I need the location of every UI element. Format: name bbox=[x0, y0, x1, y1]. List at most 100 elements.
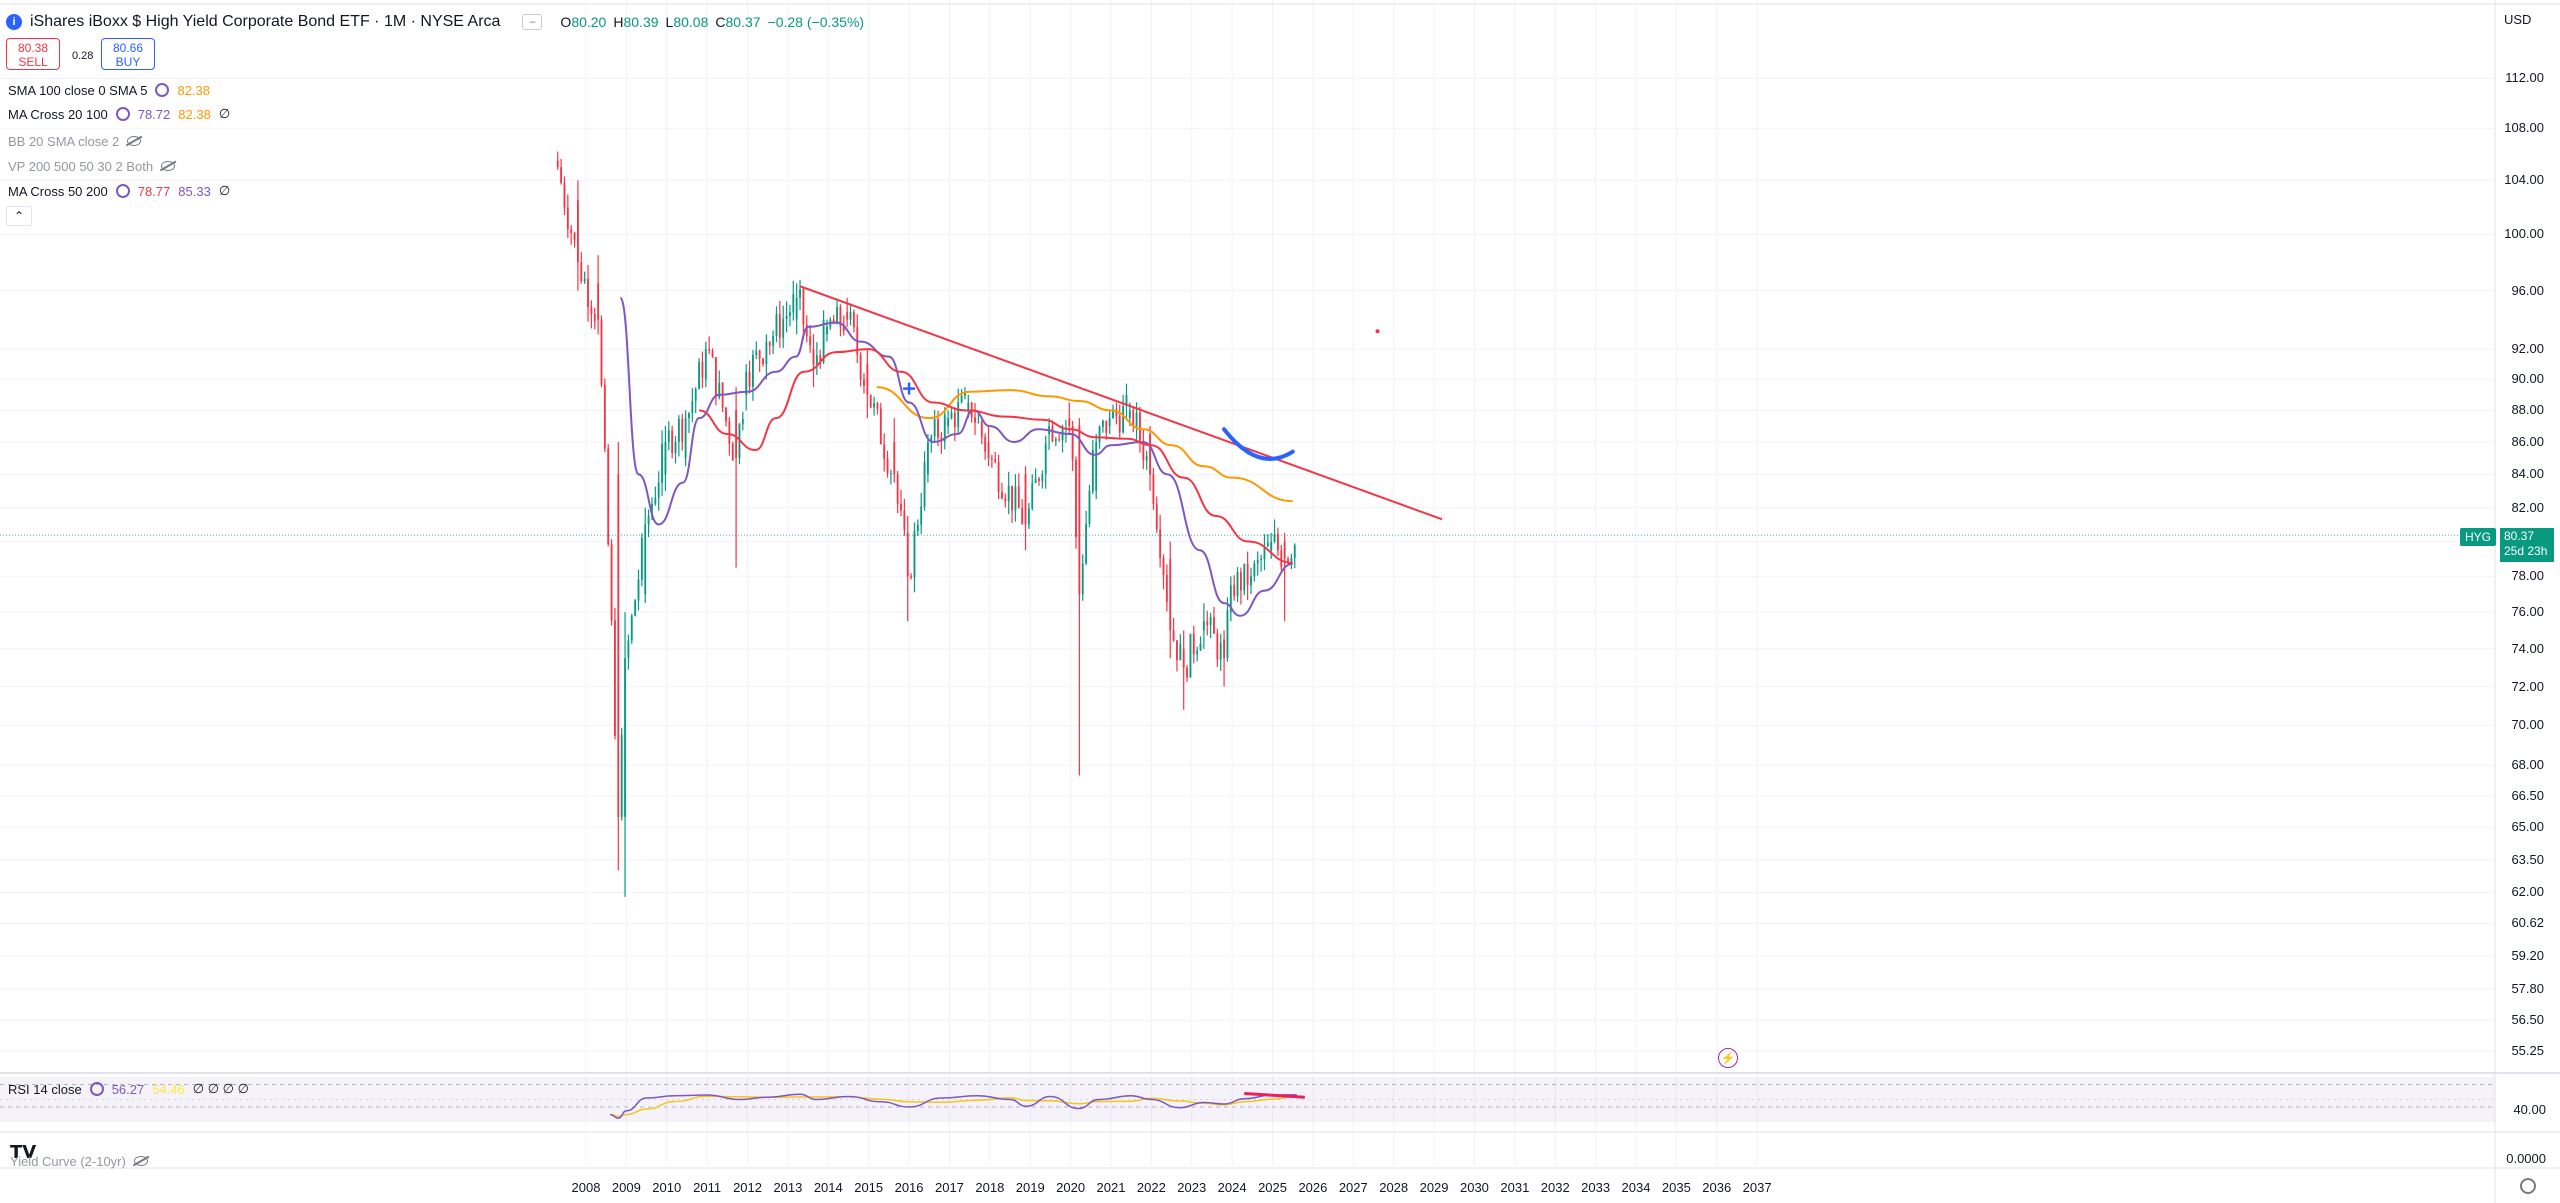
candle-body bbox=[1256, 559, 1259, 564]
collapse-indicators-button[interactable]: ⌃ bbox=[6, 206, 32, 226]
price-tick-label: 90.00 bbox=[2511, 371, 2544, 387]
ohlc-key: H bbox=[613, 14, 624, 30]
candle-body bbox=[967, 402, 970, 411]
candle-body bbox=[987, 441, 990, 459]
indicator-label[interactable]: SMA 100 close 0 SMA 5 bbox=[8, 82, 148, 98]
rsi-legend: RSI 14 close 56.27 54.46 ∅ ∅ ∅ ∅ bbox=[8, 1079, 249, 1099]
buy-price: 80.66 bbox=[112, 41, 144, 55]
candle-body bbox=[1293, 544, 1296, 558]
hidden-eye-icon[interactable] bbox=[161, 161, 176, 171]
candle-body bbox=[1155, 504, 1158, 530]
candle-body bbox=[573, 233, 576, 241]
symbol-header: i iShares iBoxx $ High Yield Corporate B… bbox=[6, 11, 864, 33]
candle-body bbox=[1229, 585, 1232, 613]
candle-body bbox=[1098, 426, 1101, 442]
candle-body bbox=[1239, 572, 1242, 591]
candle-body bbox=[1034, 478, 1037, 483]
bar-countdown: 25d 23h bbox=[2504, 544, 2548, 558]
price-tick-label: 92.00 bbox=[2511, 341, 2544, 357]
indicator-label[interactable]: VP 200 500 50 30 2 Both bbox=[8, 158, 154, 174]
rsi-extra-values: ∅ ∅ ∅ ∅ bbox=[192, 1081, 249, 1096]
candle-body bbox=[1276, 534, 1279, 551]
candle-body bbox=[698, 362, 701, 389]
price-tick-label: 59.20 bbox=[2511, 948, 2544, 964]
collapse-legend-icon[interactable]: – bbox=[522, 14, 543, 30]
candle-body bbox=[1132, 410, 1135, 427]
time-tick-label: 2015 bbox=[854, 1180, 884, 1195]
candle-body bbox=[1159, 529, 1162, 558]
candle-body bbox=[1041, 474, 1044, 481]
symbol-price-tag: HYG bbox=[2460, 528, 2496, 546]
candle-body bbox=[957, 402, 960, 428]
candle-body bbox=[691, 401, 694, 414]
candle-body bbox=[859, 354, 862, 380]
candle-body bbox=[869, 394, 872, 408]
currency-label[interactable]: USD bbox=[2504, 12, 2532, 27]
candle-body bbox=[1216, 633, 1219, 660]
symbol-logo-icon: i bbox=[6, 14, 22, 30]
indicator-row[interactable]: SMA 100 close 0 SMA 5 82.38 bbox=[8, 80, 210, 100]
candle-body bbox=[607, 448, 610, 545]
settings-icon[interactable] bbox=[115, 184, 130, 198]
price-tick-label: 96.00 bbox=[2511, 282, 2544, 298]
candle-body bbox=[1007, 485, 1010, 502]
time-tick-label: 2020 bbox=[1056, 1180, 1086, 1195]
candle-body bbox=[1149, 434, 1151, 475]
candle-body bbox=[1202, 621, 1205, 631]
candle-body bbox=[1038, 478, 1040, 481]
ohlc-value: 80.08 bbox=[673, 14, 709, 30]
candle-body bbox=[1250, 576, 1252, 586]
sell-button[interactable]: 80.38 SELL bbox=[6, 38, 60, 70]
candle-body bbox=[1243, 563, 1246, 591]
candle-body bbox=[1165, 575, 1168, 602]
candle-body bbox=[580, 262, 583, 282]
indicator-label[interactable]: MA Cross 50 200 bbox=[8, 183, 108, 199]
ohlc-value: 80.37 bbox=[725, 14, 761, 30]
candle-body bbox=[590, 306, 593, 314]
candle-body bbox=[799, 289, 801, 298]
candle-body bbox=[1236, 572, 1239, 597]
candle-body bbox=[822, 319, 825, 362]
chart-settings-icon[interactable] bbox=[2520, 1178, 2536, 1194]
price-tick-label: 65.00 bbox=[2511, 819, 2544, 835]
candle-body bbox=[1206, 621, 1209, 626]
price-tick-label: 63.50 bbox=[2511, 851, 2544, 867]
indicator-row[interactable]: BB 20 SMA close 2 bbox=[8, 131, 142, 151]
candle-body bbox=[906, 532, 909, 577]
hidden-eye-icon[interactable] bbox=[133, 1156, 148, 1166]
price-tick-label: 84.00 bbox=[2511, 466, 2544, 482]
indicator-row[interactable]: MA Cross 20 100 78.72 82.38 ∅ bbox=[8, 104, 230, 124]
candle-body bbox=[1091, 449, 1094, 492]
rsi-label[interactable]: RSI 14 close bbox=[8, 1081, 82, 1097]
candle-body bbox=[600, 319, 603, 385]
yield-curve-legend: Yield Curve (2-10yr) bbox=[10, 1151, 148, 1171]
lightning-icon[interactable]: ⚡ bbox=[1718, 1048, 1738, 1068]
candle-body bbox=[923, 461, 926, 507]
yield-curve-label[interactable]: Yield Curve (2-10yr) bbox=[10, 1153, 126, 1169]
hidden-eye-icon[interactable] bbox=[127, 136, 142, 146]
candle-body bbox=[624, 658, 626, 817]
indicator-row[interactable]: MA Cross 50 200 78.77 85.33 ∅ bbox=[8, 181, 230, 201]
candle-body bbox=[1223, 639, 1226, 659]
price-tick-label: 66.50 bbox=[2511, 788, 2544, 804]
price-tick-label: 108.00 bbox=[2504, 120, 2544, 136]
settings-icon[interactable] bbox=[155, 83, 170, 97]
rsi-settings-icon[interactable] bbox=[89, 1082, 104, 1096]
indicator-label[interactable]: BB 20 SMA close 2 bbox=[8, 133, 120, 149]
indicator-row[interactable]: VP 200 500 50 30 2 Both bbox=[8, 156, 176, 176]
candle-body bbox=[1152, 474, 1155, 505]
candle-body bbox=[762, 358, 764, 364]
symbol-title[interactable]: iShares iBoxx $ High Yield Corporate Bon… bbox=[30, 13, 501, 30]
time-tick-label: 2008 bbox=[571, 1180, 601, 1195]
buy-button[interactable]: 80.66 BUY bbox=[101, 38, 155, 70]
candle-body bbox=[933, 418, 936, 437]
time-tick-label: 2012 bbox=[733, 1180, 762, 1195]
candle-body bbox=[873, 403, 876, 408]
settings-icon[interactable] bbox=[115, 107, 130, 121]
candle-body bbox=[1058, 439, 1061, 441]
candle-body bbox=[1061, 429, 1064, 441]
indicator-label[interactable]: MA Cross 20 100 bbox=[8, 106, 108, 122]
candle-body bbox=[1233, 585, 1236, 597]
price-tick-label: 62.00 bbox=[2511, 884, 2544, 900]
